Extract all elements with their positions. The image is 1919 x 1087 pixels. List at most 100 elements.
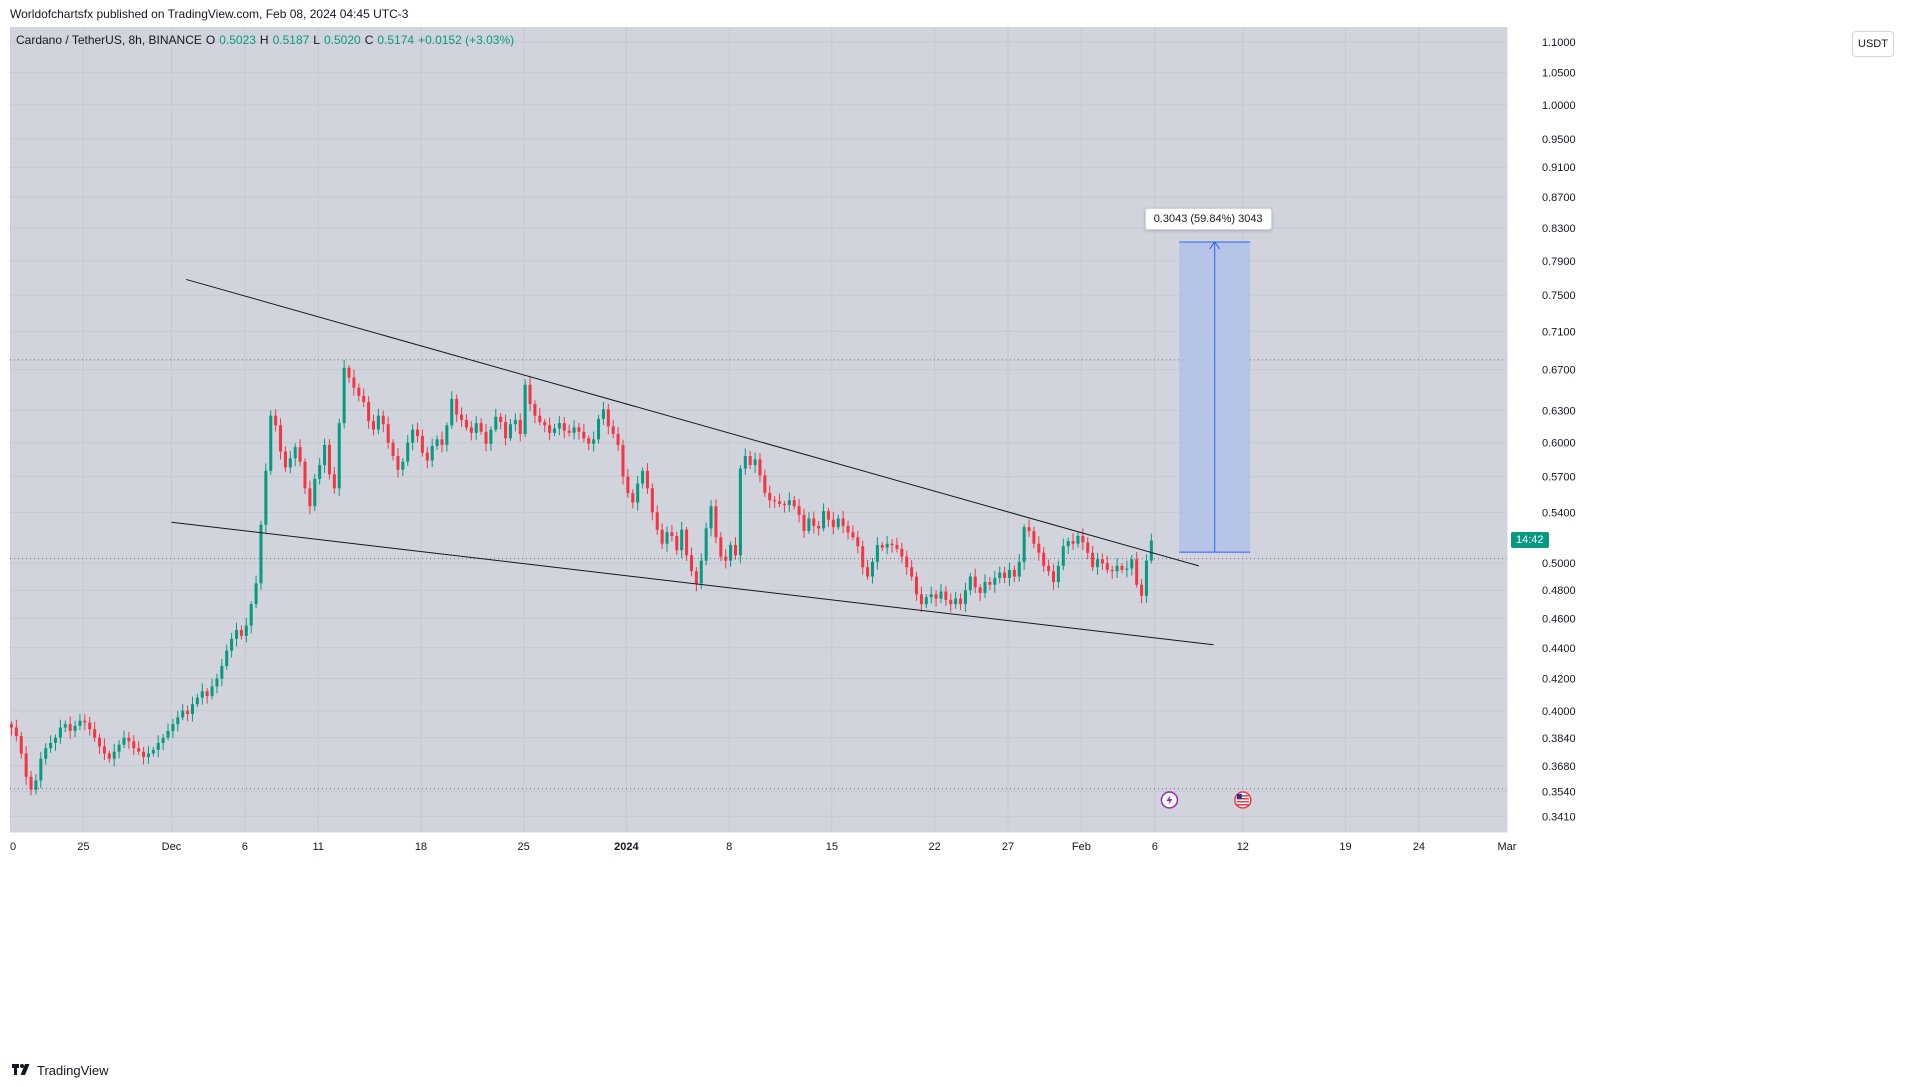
candle-body — [1130, 559, 1134, 569]
candle-body — [1091, 552, 1095, 568]
candle — [905, 550, 909, 575]
candle — [548, 417, 552, 441]
price-tick-label: 0.5000 — [1542, 558, 1576, 570]
legend-change: +0.0152 (+3.03%) — [418, 33, 515, 47]
candle-body — [939, 591, 943, 599]
time-tick-label: Mar — [1498, 841, 1517, 853]
candle — [450, 391, 454, 429]
candle — [288, 450, 292, 474]
time-tick-label: 6 — [242, 841, 248, 853]
candle — [406, 435, 410, 466]
candle — [435, 435, 439, 450]
candle-body — [1066, 541, 1070, 547]
candle-body — [856, 537, 860, 547]
candle-body — [763, 475, 767, 494]
candle-body — [323, 444, 327, 466]
candle-body — [577, 427, 581, 432]
candle-body — [699, 560, 703, 584]
candle — [1066, 537, 1070, 555]
lightning-event-icon — [1160, 791, 1179, 809]
candle-body — [303, 461, 307, 489]
candle — [782, 501, 786, 513]
legend-high-label: H — [259, 33, 269, 47]
price-tick-label: 0.7100 — [1542, 326, 1576, 338]
candle-body — [288, 458, 292, 468]
candle-body — [49, 742, 53, 749]
legend-low-label: L — [313, 33, 320, 47]
candle — [19, 731, 23, 759]
currency-unit-button[interactable]: USDT — [1852, 31, 1894, 57]
candle-body — [122, 737, 126, 745]
candle — [543, 419, 547, 433]
candle-body — [474, 423, 478, 433]
candle-body — [210, 686, 214, 697]
candle — [533, 400, 537, 424]
candle — [1027, 519, 1031, 537]
candle — [313, 473, 317, 512]
candle-body — [645, 470, 649, 489]
candle-body — [773, 500, 777, 502]
candle-body — [137, 748, 141, 752]
candle-body — [660, 529, 664, 544]
candle — [699, 553, 703, 590]
candle — [1071, 533, 1075, 551]
price-tick-label: 0.9500 — [1542, 134, 1576, 146]
candle-body — [327, 444, 331, 475]
candle-body — [406, 442, 410, 462]
candle-body — [592, 439, 596, 444]
candle-body — [230, 638, 234, 651]
candle-body — [1144, 560, 1148, 596]
candle — [489, 426, 493, 451]
time-tick-label: 25 — [77, 841, 89, 853]
candle-body — [352, 377, 356, 388]
candle — [132, 735, 136, 756]
candle — [557, 416, 561, 436]
candle — [479, 418, 483, 435]
candle — [973, 568, 977, 594]
candle-body — [978, 587, 982, 593]
candle — [68, 716, 72, 739]
time-tick-label: 25 — [518, 841, 530, 853]
candle — [264, 463, 268, 533]
candle — [1105, 555, 1109, 574]
measure-tool-label[interactable]: 0.3043 (59.84%) 3043 — [1144, 207, 1272, 230]
candle — [1007, 562, 1011, 586]
candle-body — [332, 474, 336, 489]
time-tick-label: 20 — [10, 841, 16, 853]
candle — [44, 743, 48, 765]
candle — [885, 535, 889, 555]
candle — [758, 453, 762, 482]
candle-body — [166, 730, 170, 738]
candle-body — [234, 629, 239, 639]
candle-body — [107, 753, 111, 759]
candle-body — [905, 556, 909, 568]
candle — [342, 359, 346, 429]
candle — [303, 458, 307, 495]
candle-body — [616, 433, 620, 445]
candle — [107, 750, 111, 763]
candlestick-chart[interactable]: 1.1000 1.0500 1.0000 0.9500 0.9100 0.8700 0.83… — [10, 27, 1907, 1053]
candle — [249, 601, 253, 634]
candle-body — [146, 753, 150, 757]
flag-stripe — [1236, 798, 1249, 800]
candle — [983, 574, 987, 599]
candle — [572, 420, 576, 440]
candle — [411, 424, 415, 451]
plot-area — [10, 27, 1507, 832]
candle-body — [641, 470, 645, 484]
price-tick-label: 0.8700 — [1542, 192, 1576, 204]
candle — [156, 735, 160, 758]
candle-body — [533, 404, 537, 416]
candle — [1061, 538, 1065, 571]
candle-body — [782, 503, 786, 506]
candle — [24, 746, 28, 785]
candle — [861, 540, 865, 575]
candle — [685, 526, 689, 561]
candle — [494, 408, 498, 433]
candle — [626, 469, 630, 498]
chart-container[interactable]: 1.1000 1.0500 1.0000 0.9500 0.9100 0.8700 0.83… — [10, 27, 1907, 1053]
candle-body — [342, 367, 346, 424]
candle — [611, 419, 615, 439]
candle-body — [181, 710, 185, 718]
price-tick-label: 0.4200 — [1542, 674, 1576, 686]
